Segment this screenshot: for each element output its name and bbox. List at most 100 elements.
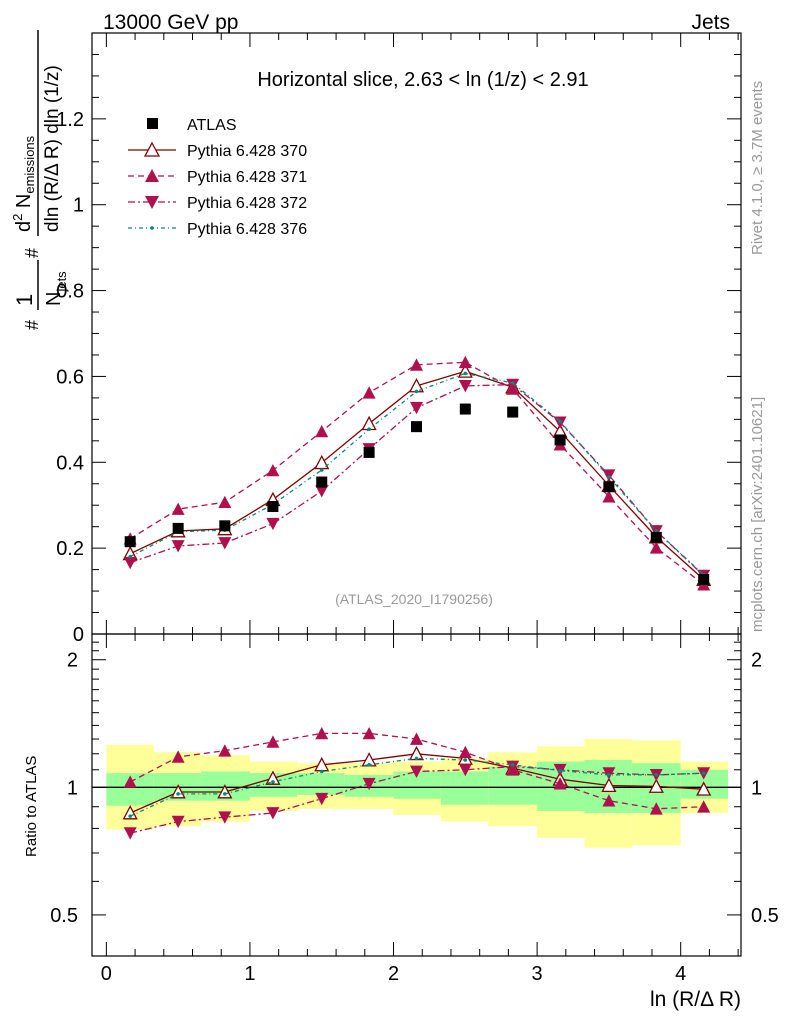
- atlas-data-point: [219, 520, 231, 532]
- series-line-371: [129, 361, 705, 586]
- ratio-point-372: [315, 792, 329, 806]
- legend-marker-371: [145, 169, 159, 182]
- ratio-point-370: [170, 784, 186, 799]
- series-point-376: [319, 468, 324, 472]
- ratio-point-371: [315, 726, 329, 740]
- ratio-point-372: [362, 777, 376, 791]
- x-tick-label: 0: [101, 963, 112, 985]
- ratio-stat-uncertainty-band: [440, 771, 489, 805]
- ratio-plot-frame: [91, 633, 742, 957]
- rivet-version-label: Rivet 4.1.0, ≥ 3.7M events: [749, 81, 766, 255]
- ratio-y-tick-label-left: 0.5: [50, 905, 78, 927]
- main-y-tick-label: 0.4: [56, 452, 84, 474]
- atlas-data-point: [554, 434, 566, 446]
- legend-label-atlas: ATLAS: [187, 117, 237, 134]
- main-y-axis-label: # 1 Njets # d2 Nemissions dln (R/Δ R) dl…: [10, 30, 69, 330]
- series-point-376: [607, 475, 611, 479]
- series-point-372: [315, 485, 329, 498]
- x-axis-label: ln (R/Δ R): [650, 988, 741, 1011]
- ratio-point-370: [696, 781, 712, 796]
- ratio-point-372: [123, 827, 137, 840]
- ratio-point-370: [122, 805, 138, 820]
- x-tick-label: 3: [532, 963, 543, 985]
- x-tick-label: 1: [244, 963, 255, 985]
- series-point-372: [458, 380, 472, 393]
- legend-marker-372: [145, 196, 159, 209]
- ratio-point-371: [602, 794, 616, 807]
- ratio-point-376: [319, 769, 324, 774]
- atlas-data-point: [650, 531, 662, 543]
- series-point-376: [128, 554, 132, 559]
- main-y-tick-label: 0.6: [56, 366, 84, 388]
- main-y-tick-label: 0.2: [56, 538, 84, 560]
- main-y-tick-label: 0: [73, 624, 84, 646]
- series-point-372: [410, 401, 423, 415]
- ratio-point-376: [414, 756, 419, 761]
- series-point-376: [463, 371, 468, 376]
- process-label: Jets: [691, 11, 730, 34]
- ratio-point-376: [128, 814, 132, 818]
- atlas-data-point: [172, 522, 184, 534]
- series-point-372: [506, 378, 520, 392]
- main-y-tick-label: 1: [73, 195, 84, 217]
- chart-title: Horizontal slice, 2.63 < ln (1/z) < 2.91: [257, 69, 588, 91]
- ratio-point-371: [697, 800, 711, 813]
- x-tick-label: 2: [388, 963, 399, 985]
- source-label: mcplots.cern.ch [arXiv:2401.10621]: [749, 397, 766, 632]
- x-tick-label: 4: [675, 963, 686, 985]
- ratio-point-376: [223, 792, 227, 796]
- legend-label-371: Pythia 6.428 371: [187, 169, 307, 186]
- analysis-id-watermark: (ATLAS_2020_I1790256): [335, 591, 493, 607]
- ratio-y-tick-label-right: 1: [751, 777, 762, 799]
- series-point-371: [218, 495, 232, 509]
- y-label-denominator: dln (R/Δ R) dln (1/z): [42, 65, 63, 232]
- ratio-point-376: [654, 773, 659, 777]
- ratio-y-tick-label-right: 2: [751, 650, 762, 672]
- legend-marker-370: [143, 141, 161, 157]
- ratio-y-tick-label-right: 0.5: [751, 905, 779, 927]
- ratio-point-371: [171, 750, 185, 763]
- series-point-371: [649, 541, 663, 554]
- ratio-point-376: [463, 758, 468, 762]
- ratio-y-tick-label-left: 1: [67, 777, 78, 799]
- y-label-one: 1: [12, 294, 37, 306]
- ratio-point-372: [410, 765, 423, 778]
- series-point-371: [458, 355, 472, 369]
- ratio-point-376: [176, 792, 180, 796]
- atlas-data-point: [316, 476, 328, 488]
- series-point-376: [367, 427, 371, 432]
- y-label-hash-1: #: [22, 320, 42, 330]
- series-point-376: [654, 529, 659, 533]
- series-point-371: [602, 490, 616, 503]
- ratio-point-372: [171, 815, 185, 829]
- ratio-point-371: [649, 802, 663, 815]
- energy-label: 13000 GeV pp: [103, 11, 238, 34]
- ratio-axis-ticks: 0.5 0.5 1 1 2 2 0 1 2 3 4: [50, 634, 779, 985]
- ratio-point-371: [362, 726, 376, 740]
- ratio-point-371: [458, 745, 472, 759]
- atlas-data-point: [698, 573, 710, 585]
- ratio-point-376: [701, 771, 706, 775]
- atlas-data-point: [603, 481, 615, 493]
- ratio-series-layer: [122, 726, 712, 840]
- series-point-371: [315, 424, 329, 438]
- ratio-point-371: [218, 744, 232, 757]
- series-point-372: [218, 537, 232, 550]
- atlas-data-point: [459, 403, 471, 415]
- atlas-data-point: [411, 421, 422, 433]
- legend-marker-376: [150, 226, 154, 230]
- series-point-376: [414, 389, 419, 394]
- series-point-371: [410, 358, 423, 371]
- y-label-numerator: d2 Nemissions: [10, 135, 37, 232]
- atlas-data-point: [267, 501, 279, 513]
- ratio-point-376: [607, 773, 611, 777]
- ratio-point-370: [601, 777, 617, 792]
- ratio-y-tick-label-left: 2: [67, 650, 78, 672]
- ratio-y-axis-label: Ratio to ATLAS: [23, 756, 40, 857]
- atlas-data-point: [507, 406, 519, 418]
- atlas-data-point: [363, 446, 375, 458]
- legend-label-376: Pythia 6.428 376: [187, 221, 307, 238]
- main-axis-ticks: 0 0.2 0.4 0.6 0.8 1 1.2: [56, 33, 741, 646]
- ratio-point-376: [510, 763, 515, 767]
